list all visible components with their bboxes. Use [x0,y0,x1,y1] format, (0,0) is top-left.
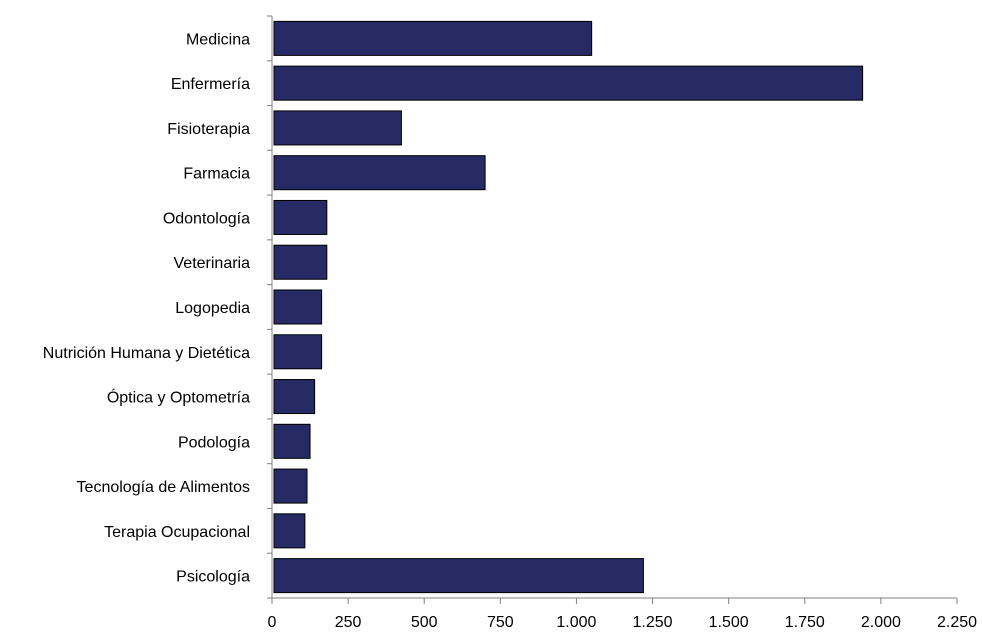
bar-logopedia [273,289,323,325]
category-label-odontologia: Odontología [163,210,250,227]
category-label-fisioterapia: Fisioterapia [167,121,250,138]
bar-terapia-ocupacional [273,513,306,549]
bar-nutricion-humana-y-dietetica [273,334,323,370]
category-label-logopedia: Logopedia [175,300,250,317]
bar-farmacia [273,155,486,191]
x-tick-label: 1.000 [556,614,596,631]
category-label-medicina: Medicina [186,31,250,48]
x-tick-label: 1.250 [633,614,673,631]
x-tick-label: 500 [411,614,438,631]
x-tick-label: 1.750 [785,614,825,631]
x-tick-label: 750 [487,614,514,631]
category-label-nutricion-humana-y-dietetica: Nutrición Humana y Dietética [43,345,250,362]
category-labels-group: Medicina Enfermería Fisioterapia Farmacia Od… [43,31,250,585]
x-tick-label: 0 [268,614,277,631]
category-label-psicologia: Psicología [176,569,250,586]
x-tick-label: 1.500 [709,614,749,631]
bars-group [273,20,864,594]
category-label-terapia-ocupacional: Terapia Ocupacional [104,524,250,541]
bar-optica-y-optometria [273,379,316,415]
bar-podologia [273,423,311,459]
bar-veterinaria [273,244,328,280]
x-tick-label: 250 [335,614,362,631]
category-label-enfermeria: Enfermería [171,76,250,93]
category-label-farmacia: Farmacia [183,166,250,183]
bar-enfermeria [273,65,864,101]
axes-group [267,16,957,599]
bar-odontologia [273,199,328,235]
x-ticks-group: 0 250 500 750 1.000 1.250 1.500 1.750 2.000 2.250 [267,15,977,631]
category-label-podologia: Podología [178,434,250,451]
x-tick-label: 2.000 [861,614,901,631]
bar-tecnologia-de-alimentos [273,468,308,504]
bar-psicologia [273,558,644,594]
bar-fisioterapia [273,110,402,146]
bar-medicina [273,20,593,56]
category-label-tecnologia-de-alimentos: Tecnología de Alimentos [77,479,250,496]
category-label-optica-y-optometria: Óptica y Optometría [107,388,250,407]
category-label-veterinaria: Veterinaria [174,255,251,272]
x-tick-label: 2.250 [937,614,977,631]
